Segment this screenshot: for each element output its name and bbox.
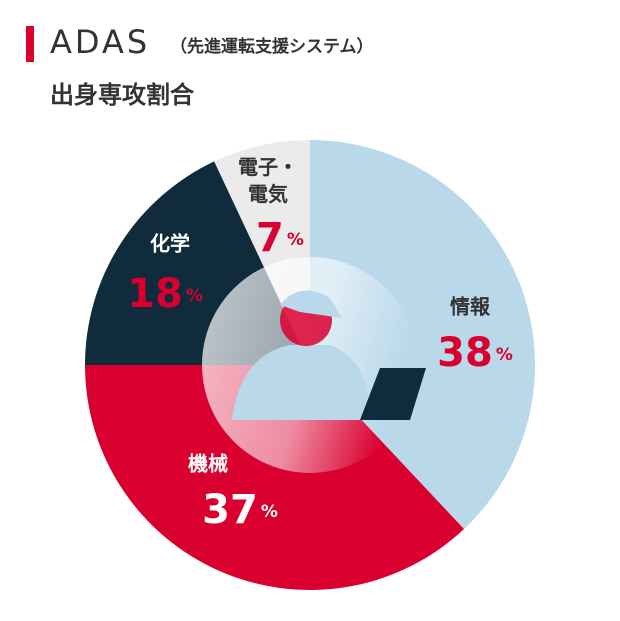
slices (85, 140, 535, 590)
value-digits: 18 (127, 271, 183, 317)
category-label: 電子・電気 (238, 155, 298, 206)
label-line: 電子・ (238, 155, 298, 179)
title-accent (26, 26, 34, 62)
slice (85, 365, 465, 590)
person-body (232, 345, 370, 420)
slice (310, 140, 535, 530)
label-line: 電気 (248, 182, 288, 206)
title-note: （先進運転支援システム） (170, 36, 374, 57)
chart-subtitle: 出身専攻割合 (50, 81, 195, 109)
category-label: 機械 (188, 452, 228, 476)
value-unit: % (186, 286, 203, 306)
value-label: 38% (437, 330, 513, 376)
category-label: 情報 (450, 295, 491, 319)
chart-title: ADAS (50, 23, 150, 61)
value-unit: % (261, 502, 278, 522)
person-cap (280, 290, 342, 318)
value-label: 7% (256, 215, 304, 261)
value-digits: 38 (437, 330, 493, 376)
laptop (318, 368, 426, 420)
center-illustration (202, 257, 426, 473)
value-digits: 37 (202, 487, 258, 533)
value-unit: % (287, 230, 304, 250)
value-unit: % (496, 345, 513, 365)
labels: 情報 38 % 機械 37 % 化学 18 % 電子・電気 7% (127, 155, 513, 534)
value-label: 37% (202, 487, 278, 533)
value-label: 18% (127, 271, 203, 317)
value-digits: 7 (256, 215, 284, 261)
category-label: 化学 (150, 232, 190, 256)
